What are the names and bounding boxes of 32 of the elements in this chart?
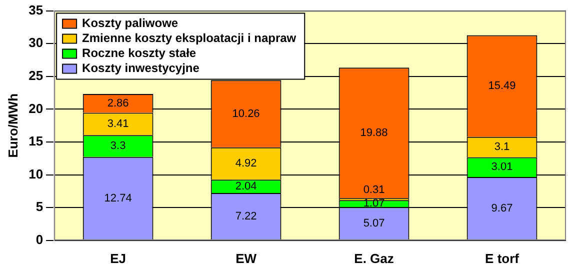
x-tick-label: E torf <box>485 250 520 266</box>
x-tick-label: EW <box>236 250 258 266</box>
data-label: 15.49 <box>488 80 516 92</box>
x-tick-label: EJ <box>110 250 126 266</box>
data-label: 12.74 <box>104 192 132 204</box>
data-label: 3.01 <box>491 161 513 174</box>
data-label: 19.88 <box>360 126 388 139</box>
y-tick-label: 15 <box>28 134 44 149</box>
data-label: 0.31 <box>363 184 385 196</box>
legend-label: Koszty paliwowe <box>82 16 178 30</box>
legend-label: Zmienne koszty eksploatacji i napraw <box>82 31 297 46</box>
data-label: 3.41 <box>107 118 129 130</box>
data-label: 3.1 <box>494 141 510 154</box>
data-label: 4.92 <box>235 158 257 170</box>
legend-label: Roczne koszty stałe <box>82 46 196 60</box>
y-tick-label: 5 <box>36 199 44 214</box>
y-axis-title: Euro/MWh <box>5 93 20 158</box>
data-label: 2.86 <box>107 97 129 110</box>
data-label: 5.07 <box>363 218 385 230</box>
y-tick-label: 30 <box>28 35 44 50</box>
data-label: 7.22 <box>235 210 257 222</box>
y-tick-label: 25 <box>28 68 44 83</box>
data-label: 10.26 <box>232 108 260 120</box>
y-tick-label: 10 <box>28 166 44 182</box>
data-label: 3.3 <box>110 140 126 152</box>
y-tick-label: 0 <box>36 232 44 247</box>
data-label: 2.04 <box>235 180 257 192</box>
x-tick-label: E. Gaz <box>354 250 394 266</box>
y-tick-label: 20 <box>28 100 44 116</box>
y-tick-label: 35 <box>28 2 44 18</box>
data-label: 9.67 <box>491 202 513 214</box>
legend-label: Koszty inwestycyjne <box>82 61 200 76</box>
